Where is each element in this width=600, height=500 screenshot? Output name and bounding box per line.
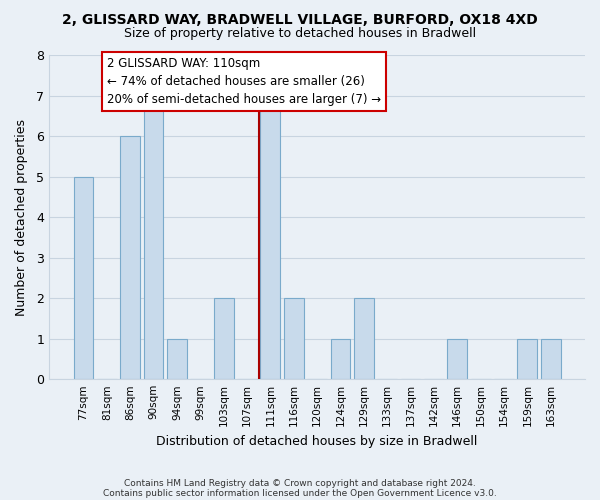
Bar bbox=[541, 338, 560, 379]
Bar bbox=[143, 96, 163, 379]
Bar bbox=[354, 298, 374, 379]
Y-axis label: Number of detached properties: Number of detached properties bbox=[15, 118, 28, 316]
Bar bbox=[260, 96, 280, 379]
Text: 2 GLISSARD WAY: 110sqm
← 74% of detached houses are smaller (26)
20% of semi-det: 2 GLISSARD WAY: 110sqm ← 74% of detached… bbox=[107, 57, 381, 106]
Bar bbox=[448, 338, 467, 379]
Text: Size of property relative to detached houses in Bradwell: Size of property relative to detached ho… bbox=[124, 28, 476, 40]
Bar bbox=[120, 136, 140, 379]
Bar bbox=[331, 338, 350, 379]
Text: Contains public sector information licensed under the Open Government Licence v3: Contains public sector information licen… bbox=[103, 488, 497, 498]
Bar bbox=[74, 176, 94, 379]
X-axis label: Distribution of detached houses by size in Bradwell: Distribution of detached houses by size … bbox=[157, 434, 478, 448]
Bar bbox=[167, 338, 187, 379]
Text: Contains HM Land Registry data © Crown copyright and database right 2024.: Contains HM Land Registry data © Crown c… bbox=[124, 478, 476, 488]
Bar bbox=[214, 298, 233, 379]
Text: 2, GLISSARD WAY, BRADWELL VILLAGE, BURFORD, OX18 4XD: 2, GLISSARD WAY, BRADWELL VILLAGE, BURFO… bbox=[62, 12, 538, 26]
Bar bbox=[284, 298, 304, 379]
Bar bbox=[517, 338, 537, 379]
